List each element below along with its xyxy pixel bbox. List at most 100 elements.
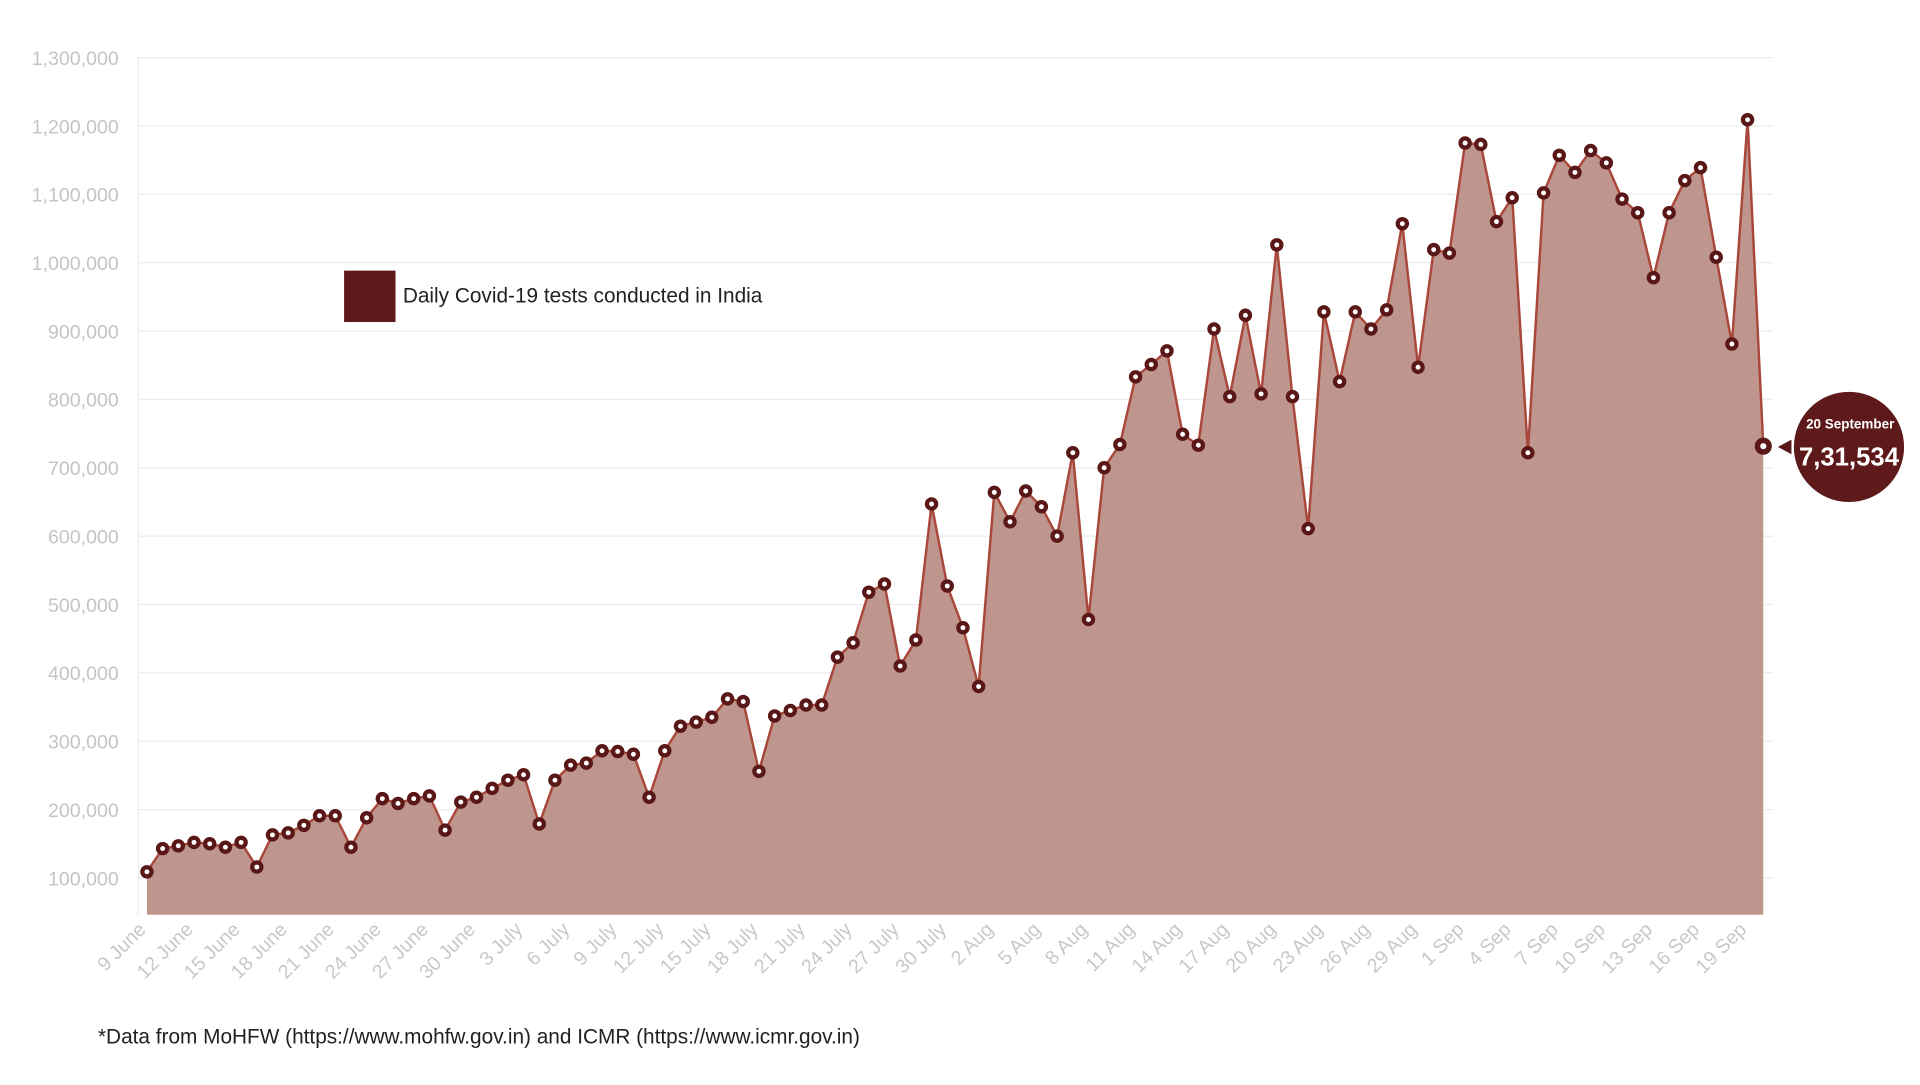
x-tick-label: 6 July <box>522 918 574 970</box>
data-point-center <box>1713 254 1719 260</box>
data-point-center <box>1431 247 1437 253</box>
y-tick-label: 1,300,000 <box>32 48 119 70</box>
x-tick-label: 17 Aug <box>1175 919 1234 978</box>
data-point-center <box>1321 309 1327 315</box>
data-point-center <box>1384 307 1390 313</box>
data-point-center <box>364 815 370 821</box>
legend-swatch <box>344 270 396 323</box>
y-tick-label: 100,000 <box>48 868 119 890</box>
data-point-center <box>1619 196 1625 202</box>
callout: 20 September 7,31,534 <box>1777 391 1905 503</box>
data-point-center <box>913 637 919 643</box>
x-tick-label: 1 Sep <box>1417 919 1469 971</box>
data-point-center <box>1556 152 1562 158</box>
data-point-center <box>599 748 605 754</box>
data-point-center <box>270 832 275 838</box>
y-axis: 100,000 200,000 300,000 400,000 500,000 600,0… <box>32 48 119 890</box>
data-point-center <box>1290 394 1295 400</box>
data-point-center <box>583 760 589 766</box>
x-tick-label: 29 Aug <box>1363 919 1422 978</box>
data-point-center <box>803 702 809 708</box>
data-point-center <box>1007 519 1013 525</box>
data-point-center <box>1666 210 1672 216</box>
footnote: *Data from MoHFW (https://www.mohfw.gov.… <box>98 1025 860 1048</box>
data-point-center <box>772 713 778 719</box>
gridlines <box>137 56 1774 915</box>
data-point-center <box>1415 364 1421 370</box>
x-tick-label: 15 July <box>656 918 716 978</box>
y-tick-label: 1,100,000 <box>32 185 119 207</box>
data-point-center <box>646 794 652 800</box>
data-point-center <box>976 684 982 689</box>
y-tick-label: 900,000 <box>48 321 119 343</box>
data-point-center <box>787 708 793 713</box>
data-point-center <box>944 583 950 589</box>
data-point-center <box>897 663 903 669</box>
data-point-center <box>1588 148 1594 153</box>
x-tick-label: 26 Aug <box>1316 919 1375 978</box>
legend: Daily Covid-19 tests conducted in India <box>344 270 763 323</box>
data-point-center <box>301 822 307 828</box>
data-point-center <box>521 772 527 778</box>
data-point-center <box>1399 221 1405 227</box>
data-point-center <box>866 589 872 595</box>
data-point-center <box>756 768 762 774</box>
data-point-center <box>1227 394 1233 400</box>
data-point-center <box>1509 195 1515 201</box>
data-point-center <box>1133 374 1139 380</box>
data-point-center <box>1054 533 1060 539</box>
x-tick-label: 5 Aug <box>994 919 1045 970</box>
data-point-center <box>1023 488 1029 494</box>
data-point-center <box>662 748 668 754</box>
data-point-center <box>458 799 464 805</box>
x-tick-label: 18 July <box>703 918 763 978</box>
x-tick-label: 21 July <box>750 918 810 978</box>
data-point-center <box>505 777 511 783</box>
data-point-center <box>1305 526 1311 532</box>
x-tick-label: 24 July <box>797 918 857 978</box>
data-point-center <box>1682 178 1688 184</box>
data-point-center <box>1148 362 1154 367</box>
data-point-center <box>222 844 228 850</box>
data-point-center <box>411 796 417 802</box>
data-point-center <box>1572 169 1578 175</box>
data-point-center <box>615 749 621 754</box>
x-tick-label: 12 July <box>609 918 669 978</box>
data-point-center <box>489 785 495 791</box>
data-point-center <box>1698 165 1703 171</box>
y-tick-label: 400,000 <box>48 663 119 685</box>
data-point-center <box>332 813 338 819</box>
data-point-center <box>254 864 260 870</box>
x-tick-label: 2 Aug <box>947 919 998 970</box>
data-point-center <box>850 640 856 646</box>
data-point-center <box>1180 431 1186 437</box>
data-point-center <box>1541 190 1547 196</box>
data-point-center <box>1086 617 1091 622</box>
data-point-center <box>1195 442 1201 448</box>
data-point-center <box>568 762 574 768</box>
data-points <box>140 113 1772 879</box>
callout-value: 7,31,534 <box>1799 443 1900 471</box>
y-tick-label: 1,200,000 <box>32 116 119 138</box>
x-tick-label: 11 Aug <box>1081 919 1139 977</box>
x-tick-label: 13 Sep <box>1598 919 1658 979</box>
data-point-center <box>442 827 448 833</box>
data-point-center <box>1478 141 1484 147</box>
data-point-center <box>1368 326 1374 332</box>
data-point-center <box>317 813 323 819</box>
callout-date: 20 September <box>1806 417 1895 432</box>
data-point-center <box>348 844 354 850</box>
data-point-center <box>1242 312 1248 318</box>
data-point-center <box>709 714 715 720</box>
data-point-center <box>678 723 683 729</box>
data-point-center <box>1462 140 1468 146</box>
data-point-center <box>1745 117 1751 123</box>
callout-circle <box>1793 391 1905 503</box>
data-point-center <box>536 821 542 827</box>
data-point-center <box>1274 242 1280 248</box>
data-point-center <box>819 702 825 708</box>
x-tick-label: 10 Sep <box>1550 919 1610 979</box>
y-tick-label: 1,000,000 <box>32 253 119 275</box>
data-point-center <box>175 843 181 849</box>
